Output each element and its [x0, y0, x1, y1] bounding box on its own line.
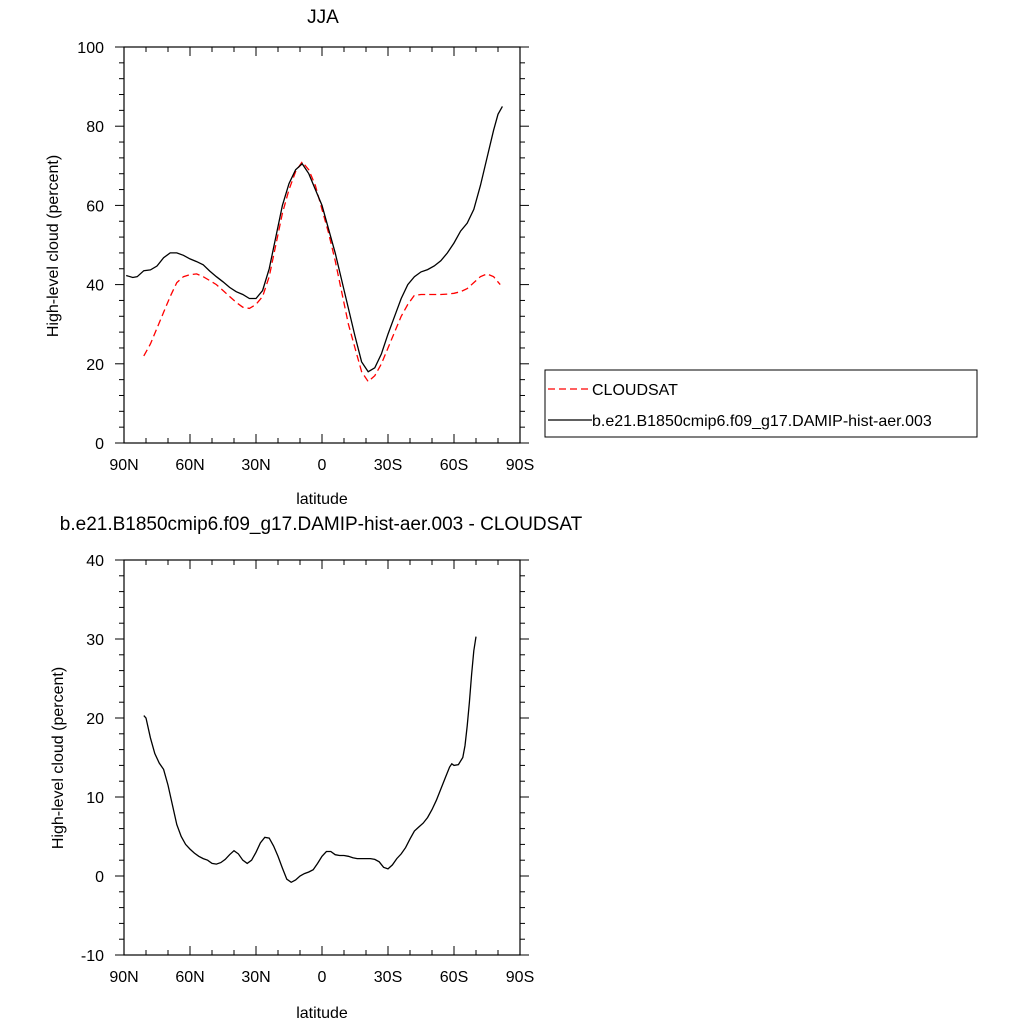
y-tick-label: 100: [77, 40, 104, 57]
axes-frame: 90N 60N 30N 0 30S 60S 90S -10 0 10 20 30 40: [81, 553, 534, 986]
x-tick-label: 60S: [440, 457, 468, 474]
legend: CLOUDSAT b.e21.B1850cmip6.f09_g17.DAMIP-…: [544, 369, 978, 438]
legend-label-model: b.e21.B1850cmip6.f09_g17.DAMIP-hist-aer.…: [592, 413, 932, 430]
x-tick-label: 0: [318, 457, 327, 474]
y-tick-label: 60: [86, 198, 104, 215]
y-tick-label: 10: [86, 790, 104, 807]
legend-box: [544, 369, 978, 438]
series-line-difference: [143, 636, 477, 884]
y-tick-label: 40: [86, 278, 104, 295]
y-axis-label: High-level cloud (percent): [45, 155, 62, 337]
x-axis-label: latitude: [296, 1005, 348, 1022]
x-tick-label: 90S: [506, 457, 534, 474]
y-tick-label: 0: [95, 436, 104, 453]
y-tick-label: 20: [86, 357, 104, 374]
x-tick-label: 60S: [440, 969, 468, 986]
x-tick-label: 30N: [241, 969, 270, 986]
x-axis-label: latitude: [296, 491, 348, 508]
series-lines: [126, 106, 503, 383]
x-tick-label: 60N: [175, 969, 204, 986]
x-tick-label: 30N: [241, 457, 270, 474]
x-tick-label: 90S: [506, 969, 534, 986]
y-tick-label: 80: [86, 119, 104, 136]
plot-frame: [123, 559, 521, 956]
y-tick-label: 40: [86, 553, 104, 570]
series-line-b-e21-b1850cmip6-f09-g17-damip-hist-aer-003: [126, 106, 503, 373]
x-tick-label: 90N: [109, 457, 138, 474]
chart-title: JJA: [307, 7, 339, 28]
x-tick-label: 30S: [374, 457, 402, 474]
chart-title: b.e21.B1850cmip6.f09_g17.DAMIP-hist-aer.…: [60, 514, 583, 535]
y-tick-label: 20: [86, 711, 104, 728]
panel-difference: b.e21.B1850cmip6.f09_g17.DAMIP-hist-aer.…: [50, 514, 583, 1022]
panel-jja: JJA 90N 60N 30N 0 30S 60S 90S 0 20 40 60 80 100 lati…: [45, 7, 978, 508]
y-axis-label: High-level cloud (percent): [50, 667, 67, 849]
axes-frame: 90N 60N 30N 0 30S 60S 90S 0 20 40 60 80 100: [77, 40, 534, 474]
series-line-cloudsat: [143, 160, 501, 383]
legend-label-cloudsat: CLOUDSAT: [592, 382, 678, 399]
y-tick-label: 30: [86, 632, 104, 649]
y-tick-label: -10: [81, 948, 104, 965]
y-tick-label: 0: [95, 869, 104, 886]
x-tick-label: 30S: [374, 969, 402, 986]
x-tick-label: 90N: [109, 969, 138, 986]
x-tick-label: 60N: [175, 457, 204, 474]
series-lines: [143, 636, 477, 884]
x-tick-label: 0: [318, 969, 327, 986]
plot-frame: [123, 46, 521, 444]
